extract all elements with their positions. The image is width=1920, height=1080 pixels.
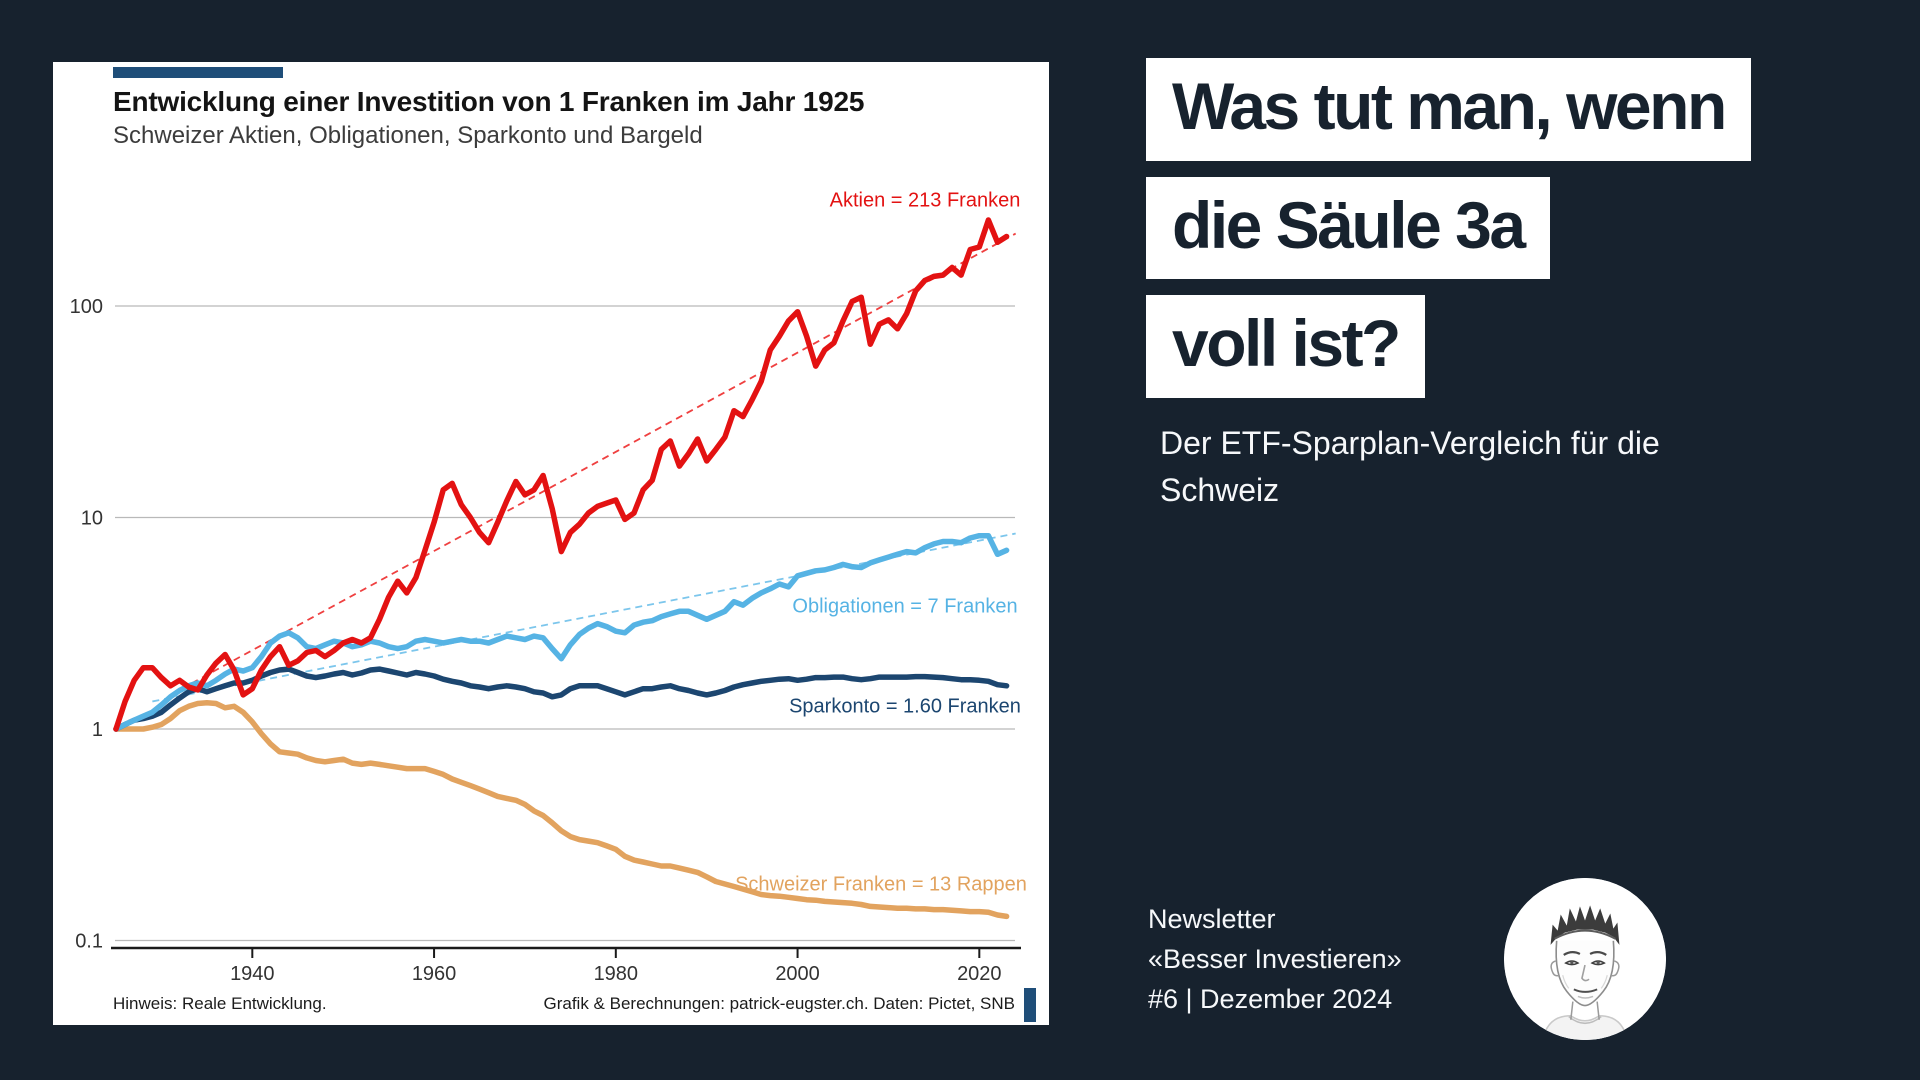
headline-line-2: die Säule 3a — [1146, 176, 1550, 280]
chart-footnote-hint: Hinweis: Reale Entwicklung. — [113, 994, 327, 1013]
y-tick-label: 0.1 — [75, 931, 103, 953]
portrait-sketch-icon — [1504, 878, 1666, 1040]
chart-title: Entwicklung einer Investition von 1 Fran… — [113, 86, 865, 117]
series-label-aktien: Aktien = 213 Franken — [829, 189, 1021, 212]
series-label-sparkonto: Sparkonto = 1.60 Franken — [789, 695, 1021, 718]
newsletter-line-1: Newsletter — [1148, 904, 1276, 934]
headline-line-3: voll ist? — [1146, 295, 1425, 398]
x-tick-label: 2000 — [775, 963, 820, 985]
line-chart: 100 10 1 0.1 1940 1960 1980 2000 2020 — [70, 217, 1021, 985]
series-line-schweizer-franken — [113, 700, 1010, 920]
headline: Was tut man, wenn die Säule 3a voll ist? — [1146, 58, 1751, 414]
subheadline: Der ETF-Sparplan-Vergleich für die Schwe… — [1160, 425, 1660, 509]
x-tick-label: 1960 — [412, 963, 457, 985]
x-tick-label: 1980 — [594, 963, 639, 985]
chart-footnote-source: Grafik & Berechnungen: patrick-eugster.c… — [543, 994, 1015, 1013]
y-tick-label: 1 — [92, 719, 103, 741]
x-tick-label: 2020 — [957, 963, 1002, 985]
footer-accent-bar — [1024, 988, 1036, 1022]
series-label-obligationen: Obligationen = 7 Franken — [792, 595, 1018, 618]
newsletter-line-2: «Besser Investieren» — [1148, 943, 1402, 974]
series-line-sparkonto — [113, 666, 1010, 732]
y-tick-label: 100 — [70, 296, 103, 318]
series-line-obligationen — [113, 532, 1010, 732]
title-accent-bar — [113, 67, 283, 78]
trend-line-aktien — [170, 232, 1017, 696]
chart-subtitle: Schweizer Aktien, Obligationen, Sparkont… — [113, 122, 703, 149]
avatar — [1504, 878, 1666, 1040]
newsletter-line-3: #6 | Dezember 2024 — [1148, 983, 1393, 1014]
series-line-aktien — [113, 217, 1010, 732]
newsletter-info: Newsletter «Besser Investieren» #6 | Dez… — [1148, 900, 1402, 1020]
x-tick-label: 1940 — [230, 963, 275, 985]
chart-card: Entwicklung einer Investition von 1 Fran… — [53, 62, 1049, 1025]
headline-line-1: Was tut man, wenn — [1146, 58, 1751, 161]
series-label-schweizer-franken: Schweizer Franken = 13 Rappen — [735, 873, 1027, 896]
y-tick-label: 10 — [81, 508, 103, 530]
